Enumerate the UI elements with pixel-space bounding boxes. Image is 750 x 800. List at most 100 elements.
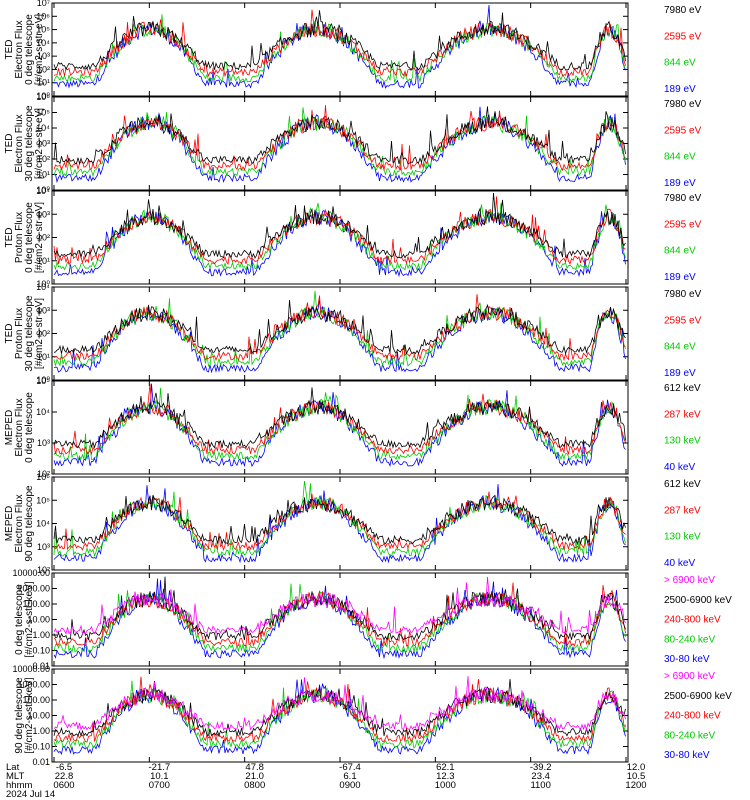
legend-entry: 30-80 keV	[664, 750, 710, 761]
y-tick-label: 10²	[37, 329, 50, 339]
y-tick-label: 10¹	[37, 170, 50, 180]
y-axis-label-line: MEPED	[4, 410, 15, 446]
series-trace	[53, 4, 626, 89]
legend-entry: 40 keV	[664, 462, 695, 473]
legend-entry: 844 eV	[664, 342, 696, 353]
footer-lat: -21.7	[149, 762, 171, 773]
footer-mlt: 10.1	[150, 771, 169, 782]
legend-entry: 2595 eV	[664, 31, 702, 42]
y-tick-label: 10³	[37, 209, 50, 219]
series-trace	[53, 9, 626, 78]
y-tick-label: 10.00	[27, 615, 50, 625]
y-tick-label: 10⁰	[36, 185, 50, 195]
y-axis-label-line: 0 deg telescope	[14, 584, 25, 655]
y-tick-label: 10⁰	[36, 91, 50, 101]
y-axis-label-line: 0 deg telescope	[24, 202, 35, 273]
legend-entry: 7980 eV	[664, 5, 702, 16]
legend-entry: 240-800 keV	[664, 711, 721, 722]
y-tick-label: 1.00	[32, 630, 50, 640]
y-tick-label: 10⁵	[36, 495, 50, 505]
legend-entry: 2595 eV	[664, 219, 702, 230]
y-tick-label: 0.10	[32, 646, 50, 656]
footer-mlt: 10.5	[627, 771, 646, 782]
y-tick-label: 10²	[37, 233, 50, 243]
y-axis-label-line: [#/cm2-s-str-eV]	[34, 14, 45, 85]
legend-entry: 240-800 keV	[664, 615, 721, 626]
legend-entry: 130 keV	[664, 436, 701, 447]
y-tick-label: 10⁴	[36, 123, 50, 133]
y-axis-label-line: 0 deg telescope	[24, 392, 35, 463]
y-tick-label: 10³	[37, 438, 50, 448]
y-axis-label-line: 90 deg telescope	[14, 677, 25, 754]
footer-lat: -6.5	[56, 762, 72, 773]
y-tick-label: 10⁶	[36, 472, 50, 482]
y-tick-label: 10⁵	[36, 376, 50, 386]
series-trace	[53, 576, 626, 641]
legend-entry: 844 eV	[664, 152, 696, 163]
legend-entry: 7980 eV	[664, 289, 702, 300]
legend-entry: 2500-6900 keV	[664, 691, 732, 702]
series-trace	[53, 383, 626, 468]
series-trace	[53, 387, 626, 450]
panel-frame	[51, 668, 629, 763]
y-axis-label-line: [#/cm2-s-str-eV]	[34, 108, 45, 179]
panel-frame	[51, 380, 629, 475]
series-trace	[53, 106, 626, 184]
footer-row-label: hhmm	[6, 780, 32, 791]
panel-frame	[51, 476, 629, 571]
y-axis-label: TED Proton Flux 0 deg telescope [#/cm2-s-st…	[4, 202, 45, 273]
legend-entry: 2595 eV	[664, 315, 702, 326]
series-trace	[53, 196, 626, 266]
y-tick-label: 10⁴	[36, 407, 50, 417]
footer-lat: 12.0	[627, 762, 646, 773]
y-tick-label: 100.00	[22, 599, 50, 609]
y-axis-label-line: 90 deg telescope	[24, 485, 35, 562]
y-axis-label-line: MEPED	[4, 506, 15, 542]
y-tick-label: 10⁰	[36, 375, 50, 385]
y-axis-label-line: [#/cm2-s-str-keV]	[24, 677, 35, 753]
legend-entry: 2500-6900 keV	[664, 595, 732, 606]
legend-entry: 7980 eV	[664, 99, 702, 110]
series-trace	[53, 202, 626, 272]
panel-frame	[51, 286, 629, 381]
footer-hhmm: 0600	[53, 780, 74, 791]
footer-mlt: 22.8	[55, 771, 74, 782]
y-tick-label: 1000.00	[17, 584, 50, 594]
y-tick-label: 1.00	[32, 726, 50, 736]
y-axis-label: TED Electron Flux 30 deg telescope [#/cm2-s…	[4, 105, 45, 182]
y-axis-label-line: TED	[4, 228, 15, 248]
panel-frame	[51, 2, 629, 97]
y-tick-label: 10⁴	[36, 186, 50, 196]
y-axis-label-line: TED	[4, 324, 15, 344]
legend-entry: 612 keV	[664, 479, 701, 490]
y-tick-label: 10¹	[37, 352, 50, 362]
legend-entry: 30-80 keV	[664, 654, 710, 665]
legend-entry: 80-240 keV	[664, 730, 715, 741]
series-trace	[53, 209, 626, 278]
legend-entry: 189 eV	[664, 84, 696, 95]
y-axis-label-line: [#/cm2-s-str-eV]	[34, 298, 45, 369]
y-tick-label: 1000.00	[17, 680, 50, 690]
series-trace	[53, 294, 626, 362]
legend-entry: 7980 eV	[664, 193, 702, 204]
legend-entry: 287 keV	[664, 505, 701, 516]
legend-entry: 80-240 keV	[664, 634, 715, 645]
legend-entry: > 6900 keV	[664, 671, 715, 682]
y-tick-label: 10⁴	[36, 38, 50, 48]
y-axis-label-line: Electron Flux	[14, 114, 25, 172]
y-tick-label: 10²	[37, 565, 50, 575]
footer-row-label: Lat	[6, 762, 20, 773]
legend-entry: 189 eV	[664, 178, 696, 189]
footer-hhmm: 1100	[530, 780, 550, 791]
y-axis-label: 0 deg telescope [#/cm2-s-str-keV]	[14, 581, 35, 657]
footer-lat: -67.4	[339, 762, 361, 773]
y-axis-label-line: TED	[4, 134, 15, 154]
footer-hhmm: 0700	[149, 780, 170, 791]
legend-entry: 189 eV	[664, 272, 696, 283]
panel-frame	[51, 190, 629, 285]
series-trace	[53, 678, 626, 738]
legend-entry: > 6900 keV	[664, 575, 715, 586]
legend-entry: 844 eV	[664, 246, 696, 257]
footer-hhmm: 1200	[625, 780, 646, 791]
y-axis-label-line: TED	[4, 40, 15, 60]
